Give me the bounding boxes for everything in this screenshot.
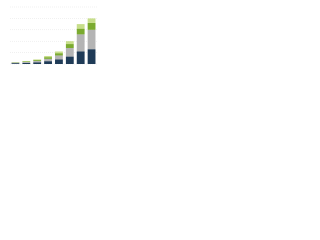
bar-segment <box>65 56 74 64</box>
bar-segment <box>22 61 31 63</box>
bar-segment <box>76 24 85 29</box>
bar-segment <box>11 62 20 64</box>
bar-segment <box>76 51 85 64</box>
bar-segment <box>55 59 63 64</box>
page: (() => { const data = JSON.parse(documen… <box>0 0 320 71</box>
bar-segment <box>22 62 31 64</box>
bar-segment <box>87 22 96 30</box>
bar-segment <box>44 58 52 62</box>
bar-segment <box>87 29 96 50</box>
bar-segment <box>33 62 42 64</box>
bar-segment <box>33 60 42 63</box>
bar-segment <box>55 53 63 56</box>
bar-segment <box>65 48 74 57</box>
bar-segment <box>44 56 52 58</box>
bar-segment <box>87 49 96 64</box>
bar-segment <box>44 57 52 59</box>
bar-segment <box>22 62 31 63</box>
bar-segment <box>11 63 20 64</box>
bar-segment <box>55 51 63 54</box>
bar-segment <box>33 60 42 61</box>
bar-segment <box>65 41 74 45</box>
chart <box>10 6 97 65</box>
bar-segment <box>65 44 74 49</box>
bar-segment <box>76 34 85 52</box>
bar-segment <box>87 18 96 23</box>
bar-segment <box>44 61 52 64</box>
bar-segment <box>33 59 42 61</box>
bar-segment <box>55 55 63 60</box>
bar-segment <box>76 28 85 35</box>
